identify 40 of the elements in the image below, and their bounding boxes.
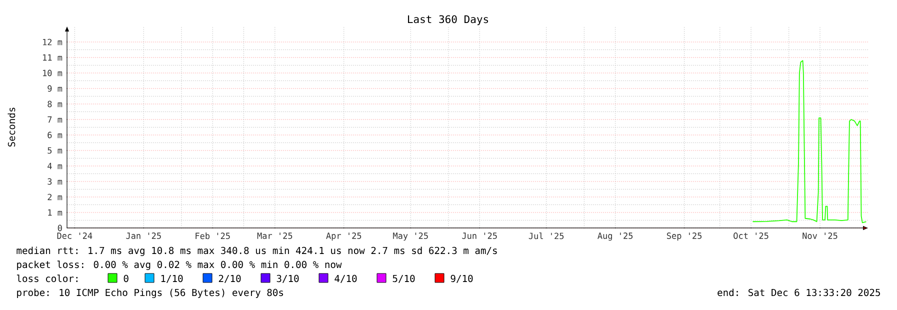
text: end: Sat Dec 6 13:33:20 2025 [718, 288, 880, 296]
x-tick-label: Nov '25 [802, 232, 838, 239]
text: packet loss: 0.00 % avg 0.02 % max 0.00 % min 0.00 % now [17, 260, 342, 270]
y-tick-label: 10 m [43, 70, 62, 76]
text: probe: 10 ICMP Echo Pings (56 Bytes) every 80s [17, 288, 284, 298]
legend-title: loss color: [16, 274, 78, 282]
text: median rtt: 1.7 ms avg 10.8 ms max 340.8 us min 424.1 us now 2.7 ms sd 622.3 m am/s [16, 246, 497, 256]
x-tick-label: Sep '25 [666, 232, 702, 241]
x-tick-label: Dec '24 [57, 232, 92, 239]
chart-title: Last 360 Days [408, 15, 488, 26]
legend-label: 5/10 [392, 274, 415, 283]
x-tick-label: Jan '25 [126, 232, 161, 239]
x-tick-label: Apr '25 [326, 232, 362, 241]
legend-label: 3/10 [276, 274, 299, 283]
x-tick-label: Jul '25 [528, 232, 564, 240]
legend-label: 0 [124, 274, 128, 282]
y-tick-label: 1 m [48, 209, 62, 216]
legend-label: 4/10 [334, 274, 357, 283]
legend-label: 9/10 [450, 274, 473, 283]
y-tick-label: 7 m [48, 116, 62, 123]
legend-label: 1/10 [161, 274, 183, 283]
y-tick-label: 11 m [43, 54, 62, 61]
x-tick-label: Mar '25 [257, 232, 292, 239]
y-tick-label: 8 m [48, 100, 62, 108]
x-tick-label: Aug '25 [598, 232, 633, 241]
line-series [752, 60, 867, 224]
x-tick-label: Oct '25 [734, 232, 768, 239]
x-tick-label: Jun '25 [462, 232, 497, 239]
x-tick-label: Feb '25 [196, 232, 230, 240]
legend-label: 2/10 [218, 274, 241, 283]
y-tick-label: 3 m [48, 178, 62, 185]
y-axis-title: Seconds [8, 108, 16, 147]
y-tick-label: 12 m [43, 38, 62, 46]
y-tick-label: 0 [58, 224, 62, 232]
x-tick-label: May '25 [393, 232, 428, 241]
y-tick-label: 4 m [48, 162, 62, 170]
y-tick-label: 2 m [48, 194, 62, 200]
y-tick-label: 5 m [48, 147, 62, 154]
y-tick-label: 6 m [48, 132, 62, 138]
y-tick-label: 9 m [48, 85, 62, 92]
